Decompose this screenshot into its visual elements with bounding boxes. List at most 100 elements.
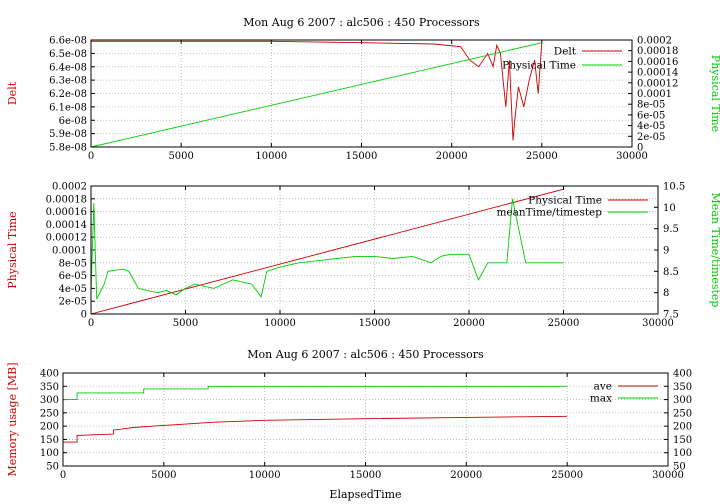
x-tick-label: 20000 [436, 151, 468, 162]
y2-tick-label: 8 [663, 288, 669, 299]
y-tick-label: 6.1e-08 [49, 102, 87, 113]
x-tick-label: 15000 [350, 470, 382, 481]
chart-title: Mon Aug 6 2007 : alc506 : 450 Processors [243, 16, 480, 29]
y-tick-label: 5.8e-08 [49, 143, 87, 154]
y-tick-label: 6.6e-08 [49, 36, 87, 47]
y2-tick-label: 0.00012 [637, 78, 678, 89]
y2-tick-label: 6e-05 [637, 110, 665, 121]
series-line-meantime-timestep [90, 198, 564, 300]
series-line-ave [63, 415, 568, 443]
y-tick-label: 2e-05 [59, 297, 87, 308]
y-tick-label: 5.9e-08 [49, 129, 87, 140]
x-tick-label: 30000 [616, 151, 648, 162]
y-tick-label: 350 [40, 382, 59, 393]
y2-tick-label: 50 [673, 462, 686, 473]
x-axis-label: ElapsedTime [329, 488, 401, 501]
y-tick-label: 300 [40, 395, 59, 406]
plot-frame [90, 39, 633, 148]
y-axis-label: Delt [6, 81, 19, 105]
x-tick-label: 10000 [264, 318, 296, 329]
y2-axis-label: Physical Time [709, 55, 720, 132]
y-tick-label: 400 [40, 369, 59, 380]
y2-tick-label: 400 [673, 369, 692, 380]
y-tick-label: 250 [40, 408, 59, 419]
y-tick-label: 6.5e-08 [49, 49, 87, 60]
legend-label: Delt [554, 46, 577, 58]
x-tick-label: 10000 [249, 470, 281, 481]
x-tick-label: 20000 [453, 318, 485, 329]
y-tick-label: 6.2e-08 [49, 89, 87, 100]
y2-tick-label: 8.5 [663, 267, 679, 278]
x-tick-label: 0 [88, 151, 94, 162]
y2-tick-label: 100 [673, 448, 692, 459]
y2-tick-label: 0.0002 [637, 36, 672, 47]
y2-tick-label: 7.5 [663, 310, 679, 321]
y-tick-label: 150 [40, 435, 59, 446]
series-line-delt [91, 40, 543, 141]
x-tick-label: 5000 [173, 318, 198, 329]
x-tick-label: 30000 [642, 318, 674, 329]
y2-tick-label: 200 [673, 422, 692, 433]
legend-label: Physical Time [528, 195, 602, 207]
y2-tick-label: 8e-05 [637, 100, 665, 111]
y-tick-label: 50 [46, 462, 59, 473]
y-tick-label: 6e-05 [59, 271, 87, 282]
x-tick-label: 15000 [359, 318, 391, 329]
y2-tick-label: 150 [673, 435, 692, 446]
series-line-physical-time [90, 188, 564, 315]
y-tick-label: 6.4e-08 [49, 62, 87, 73]
x-tick-label: 25000 [551, 470, 583, 481]
y2-tick-label: 9.5 [663, 224, 679, 235]
x-tick-label: 0 [60, 470, 66, 481]
plot-frame [62, 372, 669, 467]
x-tick-label: 25000 [548, 318, 580, 329]
y-tick-label: 0.00016 [46, 207, 87, 218]
y2-tick-label: 4e-05 [637, 121, 665, 132]
y-tick-label: 0.0002 [52, 182, 87, 193]
y-axis-label: Memory usage [MB] [6, 362, 19, 476]
y-tick-label: 0.00018 [46, 194, 87, 205]
y2-tick-label: 0 [637, 143, 643, 154]
legend-label: meanTime/timestep [496, 207, 602, 219]
x-tick-label: 25000 [526, 151, 558, 162]
y-tick-label: 100 [40, 448, 59, 459]
legend-label: max [590, 393, 612, 405]
y-tick-label: 0.00012 [46, 233, 87, 244]
y-tick-label: 0.00014 [46, 220, 87, 231]
y-tick-label: 8e-05 [59, 258, 87, 269]
series-line-max [63, 385, 568, 401]
chart-title: Mon Aug 6 2007 : alc506 : 450 Processors [247, 348, 484, 361]
x-tick-label: 0 [88, 318, 94, 329]
x-tick-label: 5000 [151, 470, 176, 481]
plot-frame [90, 185, 659, 315]
x-tick-label: 10000 [255, 151, 287, 162]
y2-tick-label: 350 [673, 382, 692, 393]
y-tick-label: 0 [81, 310, 87, 321]
legend-label: Physical Time [502, 60, 576, 72]
y2-tick-label: 0.00018 [637, 46, 678, 57]
y2-tick-label: 250 [673, 408, 692, 419]
legend-label: ave [594, 381, 612, 393]
series-line-physical-time [90, 42, 542, 148]
y2-axis-label: Mean Time/timestep [709, 193, 720, 308]
x-tick-label: 5000 [168, 151, 193, 162]
y-tick-label: 0.0001 [52, 246, 87, 257]
y-tick-label: 6e-08 [59, 116, 87, 127]
y-tick-label: 4e-05 [59, 284, 87, 295]
y-tick-label: 6.3e-08 [49, 76, 87, 87]
x-tick-label: 20000 [450, 470, 482, 481]
y-axis-label: Physical Time [6, 211, 19, 288]
x-tick-label: 30000 [652, 470, 684, 481]
y2-tick-label: 10.5 [663, 182, 685, 193]
y2-tick-label: 0.00016 [637, 57, 678, 68]
y2-tick-label: 0.0001 [637, 89, 672, 100]
y2-tick-label: 9 [663, 246, 669, 257]
y2-tick-label: 10 [663, 203, 676, 214]
y2-tick-label: 300 [673, 395, 692, 406]
x-tick-label: 15000 [346, 151, 378, 162]
y2-tick-label: 2e-05 [637, 132, 665, 143]
y-tick-label: 200 [40, 422, 59, 433]
y2-tick-label: 0.00014 [637, 68, 678, 79]
